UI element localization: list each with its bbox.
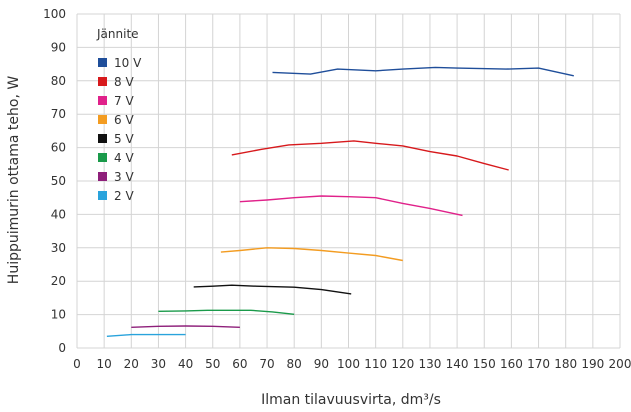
- legend-swatch: [98, 172, 107, 181]
- x-tick-label: 20: [124, 357, 139, 371]
- x-tick-label: 70: [259, 357, 274, 371]
- legend-swatch: [98, 153, 107, 162]
- x-tick-label: 190: [581, 357, 604, 371]
- y-tick-label: 70: [51, 107, 66, 121]
- legend-swatch: [98, 77, 107, 86]
- y-axis-label: Huippuimurin ottama teho, W: [6, 76, 22, 285]
- x-tick-label: 10: [97, 357, 112, 371]
- y-tick-label: 50: [51, 174, 66, 188]
- legend-label: 5 V: [114, 132, 134, 146]
- x-tick-label: 100: [337, 357, 360, 371]
- legend-swatch: [98, 191, 107, 200]
- y-tick-label: 20: [51, 274, 66, 288]
- x-tick-label: 200: [609, 357, 631, 371]
- legend-swatch: [98, 96, 107, 105]
- y-axis-ticks: 0 10 20 30 40 50 60 70 80 90 100: [43, 7, 66, 355]
- series-line-8v: [231, 140, 509, 171]
- series-line-3v: [131, 325, 240, 328]
- legend-swatch: [98, 115, 107, 124]
- y-tick-label: 0: [58, 341, 66, 355]
- x-tick-label: 60: [232, 357, 247, 371]
- grid: [76, 13, 621, 349]
- series-line-5v: [193, 284, 352, 295]
- legend-swatch: [98, 134, 107, 143]
- x-tick-label: 120: [391, 357, 414, 371]
- legend-label: 10 V: [114, 56, 142, 70]
- legend-title: Jännite: [96, 27, 139, 41]
- legend-swatch: [98, 58, 107, 67]
- x-tick-label: 50: [205, 357, 220, 371]
- x-tick-label: 160: [500, 357, 523, 371]
- series-line-2v: [106, 333, 186, 337]
- y-tick-label: 30: [51, 241, 66, 255]
- x-tick-label: 90: [314, 357, 329, 371]
- legend-label: 2 V: [114, 189, 134, 203]
- legend-label: 3 V: [114, 170, 134, 184]
- y-tick-label: 90: [51, 40, 66, 54]
- x-tick-label: 30: [151, 357, 166, 371]
- series-layer: [106, 66, 574, 337]
- legend: Jännite 10 V 8 V 7 V 6 V 5 V 4 V 3 V 2 V: [96, 27, 142, 203]
- y-tick-label: 60: [51, 141, 66, 155]
- legend-label: 8 V: [114, 75, 134, 89]
- legend-label: 6 V: [114, 113, 134, 127]
- legend-label: 7 V: [114, 94, 134, 108]
- x-tick-label: 170: [527, 357, 550, 371]
- y-tick-label: 100: [43, 7, 66, 21]
- x-axis-ticks: 0 10 20 30 40 50 60 70 80 90 100 110 120 130 140 150 160…: [73, 357, 631, 371]
- x-tick-label: 0: [73, 357, 81, 371]
- x-axis-label: Ilman tilavuusvirta, dm³/s: [261, 392, 441, 408]
- x-tick-label: 80: [287, 357, 302, 371]
- series-line-10v: [272, 66, 574, 77]
- y-tick-label: 80: [51, 74, 66, 88]
- legend-label: 4 V: [114, 151, 134, 165]
- x-tick-label: 140: [446, 357, 469, 371]
- series-line-6v: [220, 247, 403, 262]
- x-tick-label: 150: [473, 357, 496, 371]
- x-tick-label: 110: [364, 357, 387, 371]
- x-tick-label: 180: [554, 357, 577, 371]
- series-line-7v: [239, 195, 463, 217]
- x-tick-label: 40: [178, 357, 193, 371]
- x-tick-label: 130: [418, 357, 441, 371]
- series-line-4v: [158, 309, 295, 315]
- y-tick-label: 40: [51, 207, 66, 221]
- y-tick-label: 10: [51, 308, 66, 322]
